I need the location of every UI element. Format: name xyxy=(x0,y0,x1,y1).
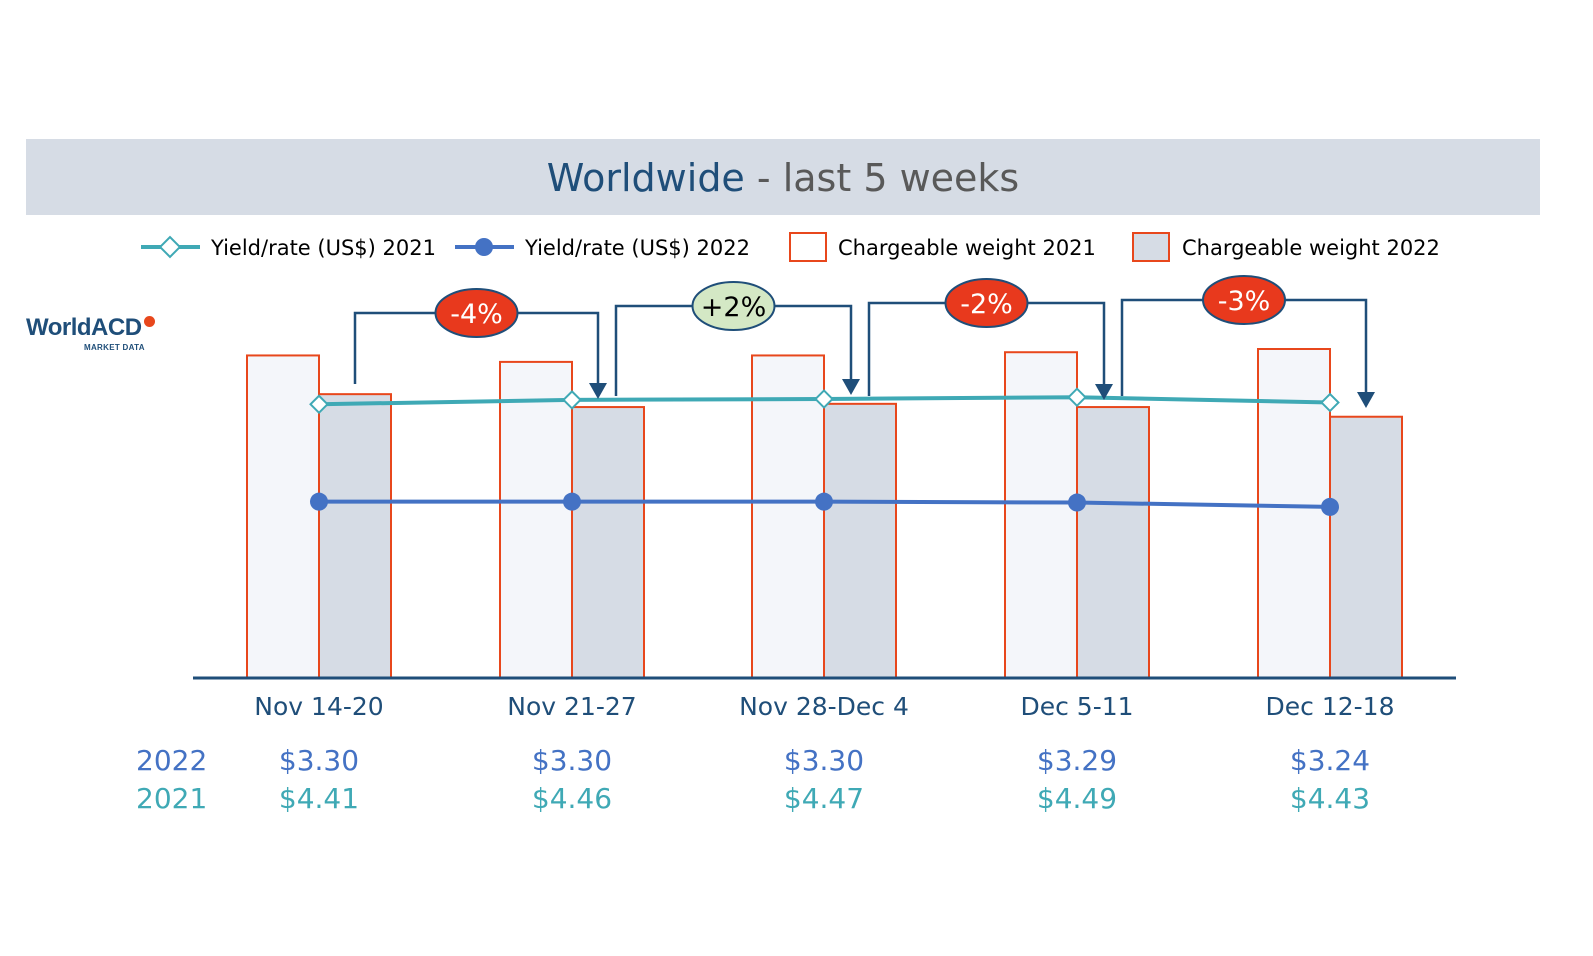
point-yield-2021 xyxy=(1067,387,1087,408)
table-cell-yield: $4.41 xyxy=(279,782,359,815)
change-badge xyxy=(1202,275,1286,325)
x-tick-label: Dec 5-11 xyxy=(1020,692,1133,721)
change-badge xyxy=(944,278,1029,328)
change-badge-label: -3% xyxy=(1218,286,1271,317)
change-badge xyxy=(434,288,519,338)
table-cell-yield: $3.30 xyxy=(784,744,864,777)
point-yield-2022 xyxy=(310,492,328,511)
logo-tagline: MARKET DATA xyxy=(84,343,145,352)
table-row-year: 2022 xyxy=(136,744,207,777)
x-tick-label: Nov 14-20 xyxy=(254,692,383,721)
change-badge-label: -2% xyxy=(960,289,1013,320)
legend-marker-2021 xyxy=(158,235,182,259)
point-yield-2021 xyxy=(562,389,582,410)
title-band: Worldwide - last 5 weeks xyxy=(26,139,1540,215)
bar-weight-2021 xyxy=(1257,348,1331,679)
x-tick-label: Nov 21-27 xyxy=(507,692,636,721)
bar-weight-2022 xyxy=(1076,406,1150,679)
down-arrow-icon xyxy=(589,383,607,399)
change-badge xyxy=(691,281,776,331)
point-yield-2022 xyxy=(1068,493,1086,512)
table-cell-yield: $4.49 xyxy=(1037,782,1117,815)
table-cell-yield: $3.29 xyxy=(1037,744,1117,777)
point-yield-2022 xyxy=(563,492,581,511)
logo-wordmark: WorldACD xyxy=(26,314,142,341)
legend-marker-2022 xyxy=(475,238,493,256)
down-arrow-icon xyxy=(842,379,860,395)
table-row-year: 2021 xyxy=(136,782,207,815)
table-cell-yield: $4.47 xyxy=(784,782,864,815)
table-cell-yield: $4.43 xyxy=(1290,782,1370,815)
x-tick-label: Nov 28-Dec 4 xyxy=(739,692,909,721)
table-cell-yield: $3.30 xyxy=(532,744,612,777)
table-cell-yield: $3.24 xyxy=(1290,744,1370,777)
bar-weight-2022 xyxy=(823,402,897,679)
legend-swatch-weight-2021 xyxy=(789,232,827,262)
legend-label-weight-2022: Chargeable weight 2022 xyxy=(1182,236,1440,260)
bar-weight-2021 xyxy=(246,354,320,679)
bar-weight-2022 xyxy=(318,393,392,679)
bar-weight-2022 xyxy=(1329,415,1403,679)
point-yield-2021 xyxy=(814,389,834,409)
bar-weight-2021 xyxy=(1004,351,1078,679)
legend-swatch-weight-2022 xyxy=(1132,232,1170,262)
legend-label-yield-2022: Yield/rate (US$) 2022 xyxy=(524,236,750,260)
table-cell-yield: $3.30 xyxy=(279,744,359,777)
point-yield-2021 xyxy=(309,394,329,415)
bar-weight-2022 xyxy=(571,406,645,679)
point-yield-2021 xyxy=(1320,392,1340,413)
down-arrow-icon xyxy=(1357,392,1375,408)
chart-subtitle: - last 5 weeks xyxy=(744,156,1020,200)
change-badge-label: -4% xyxy=(450,299,503,330)
bar-weight-2021 xyxy=(499,360,573,679)
legend-label-weight-2021: Chargeable weight 2021 xyxy=(838,236,1096,260)
logo-dot-icon xyxy=(143,316,155,327)
table-cell-yield: $4.46 xyxy=(532,782,612,815)
point-yield-2022 xyxy=(815,492,833,511)
down-arrow-icon xyxy=(1095,384,1113,400)
worldacd-logo: WorldACD MARKET DATA xyxy=(26,314,155,352)
bar-weight-2021 xyxy=(751,354,825,679)
change-badge-label: +2% xyxy=(701,292,766,323)
point-yield-2022 xyxy=(1321,497,1339,516)
legend-label-yield-2021: Yield/rate (US$) 2021 xyxy=(210,236,436,260)
chart-title: Worldwide xyxy=(546,156,745,200)
x-tick-label: Dec 12-18 xyxy=(1266,692,1395,721)
